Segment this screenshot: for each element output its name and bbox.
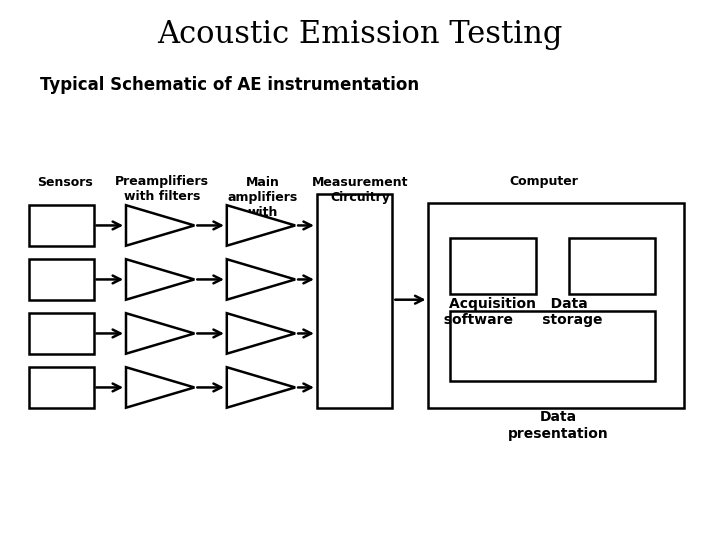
- Bar: [450, 238, 536, 294]
- Text: Main
amplifiers
with
filters: Main amplifiers with filters: [228, 176, 298, 233]
- Text: Acoustic Emission Testing: Acoustic Emission Testing: [157, 19, 563, 50]
- Text: Typical Schematic of AE instrumentation: Typical Schematic of AE instrumentation: [40, 76, 419, 93]
- Bar: [29, 259, 94, 300]
- Bar: [450, 310, 655, 381]
- Bar: [569, 238, 655, 294]
- Polygon shape: [227, 367, 295, 408]
- Bar: [29, 367, 94, 408]
- Text: Data
presentation: Data presentation: [508, 410, 608, 441]
- Polygon shape: [126, 313, 194, 354]
- Polygon shape: [126, 367, 194, 408]
- Bar: [317, 194, 392, 408]
- Polygon shape: [227, 205, 295, 246]
- Polygon shape: [227, 259, 295, 300]
- Text: Acquisition   Data
  software      storage: Acquisition Data software storage: [434, 297, 603, 327]
- Bar: [29, 313, 94, 354]
- Bar: [29, 205, 94, 246]
- Polygon shape: [126, 259, 194, 300]
- Text: Preamplifiers
with filters: Preamplifiers with filters: [115, 176, 209, 204]
- Bar: [428, 202, 684, 408]
- Text: Sensors: Sensors: [37, 176, 93, 188]
- Text: Measurement
Circuitry: Measurement Circuitry: [312, 176, 408, 204]
- Polygon shape: [227, 313, 295, 354]
- Polygon shape: [126, 205, 194, 246]
- Text: Computer: Computer: [509, 176, 578, 188]
